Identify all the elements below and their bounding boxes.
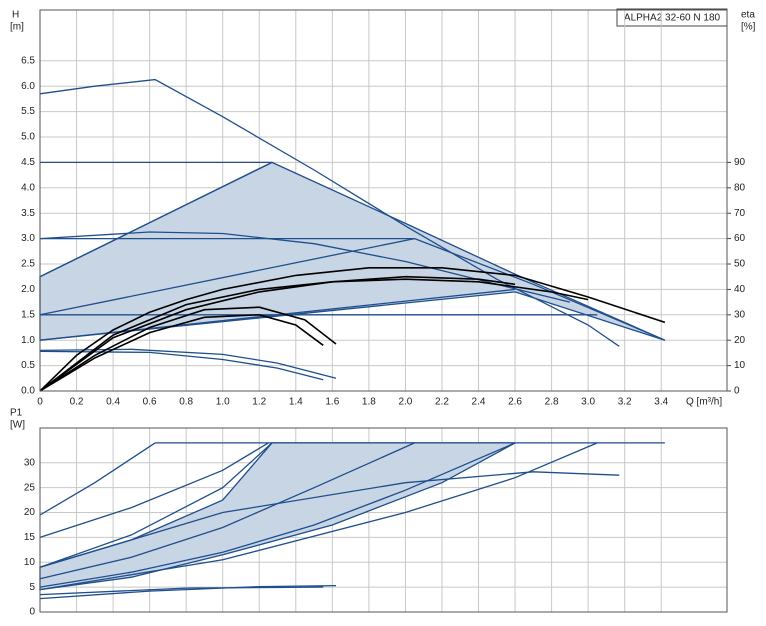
- curve: [39, 471, 620, 568]
- x-tick-label: 1.0: [216, 397, 230, 408]
- y-tick-label: 15: [24, 532, 36, 543]
- y-tick-label: 0.5: [21, 360, 35, 371]
- y2-unit: [%]: [741, 22, 756, 33]
- x-tick-label: 2.6: [508, 397, 522, 408]
- x-tick-label: 0.8: [179, 397, 193, 408]
- y-tick-label: 4.5: [21, 157, 35, 168]
- y-tick-label: 5: [29, 582, 35, 593]
- curve: [39, 586, 324, 596]
- y-unit: [m]: [10, 22, 24, 33]
- y-tick-label: 30: [24, 457, 36, 468]
- y2-tick-label: 0: [734, 386, 740, 397]
- x-label: Q [m³/h]: [686, 397, 722, 408]
- plot-frame: [39, 9, 728, 392]
- curve: [39, 267, 666, 392]
- y-tick-label: 6.5: [21, 55, 35, 66]
- x-tick-label: 0: [37, 397, 43, 408]
- y-tick-label: 3.0: [21, 233, 35, 244]
- curve: [39, 350, 324, 381]
- y-tick-label: 0.0: [21, 386, 35, 397]
- curve: [39, 78, 620, 347]
- x-tick-label: 1.8: [362, 397, 376, 408]
- curve: [39, 442, 156, 516]
- x-tick-label: 1.2: [252, 397, 266, 408]
- y2-label: eta: [741, 10, 755, 21]
- y-tick-label: 0: [29, 607, 35, 618]
- y-tick-label: 25: [24, 482, 36, 493]
- y2-tick-label: 30: [734, 309, 746, 320]
- y-tick-label: 1.5: [21, 309, 35, 320]
- y2-tick-label: 40: [734, 284, 746, 295]
- x-tick-label: 2.2: [435, 397, 449, 408]
- x-tick-label: 3.2: [618, 397, 632, 408]
- x-tick-label: 2.4: [472, 397, 486, 408]
- curve: [39, 442, 415, 580]
- area: [39, 442, 516, 591]
- y-tick-label: 3.5: [21, 208, 35, 219]
- plot: 0 0.2 0.4 0.6 0.8 1.0 1.2 1.4 1.6 1.8 2.0 2.2 2.4 2.6…: [21, 9, 746, 408]
- x-tick-label: 0.6: [143, 397, 157, 408]
- x-tick-label: 2.0: [398, 397, 412, 408]
- chart-title: ALPHA2 32-60 N 180: [624, 13, 721, 24]
- x-tick-label: 1.6: [325, 397, 339, 408]
- x-tick-label: 0.4: [106, 397, 120, 408]
- x-tick-label: 0.2: [70, 397, 84, 408]
- curve: [414, 237, 666, 341]
- y-tick-label: 2.5: [21, 259, 35, 270]
- curve: [39, 442, 273, 568]
- curve: [39, 442, 269, 539]
- y-tick-label: 5.5: [21, 106, 35, 117]
- curve: [39, 584, 337, 600]
- x-tick-label: 2.8: [545, 397, 559, 408]
- y-tick-label: 1.0: [21, 335, 35, 346]
- y2-tick-label: 20: [734, 335, 746, 346]
- y-unit: [W]: [10, 420, 25, 431]
- curve: [39, 442, 516, 588]
- y2-tick-label: 80: [734, 182, 746, 193]
- y-tick-label: 6.0: [21, 81, 35, 92]
- x-tick-label: 3.0: [581, 397, 595, 408]
- curve: [39, 348, 337, 379]
- y-label: H: [12, 10, 19, 21]
- x-tick-label: 3.4: [654, 397, 668, 408]
- y2-tick-label: 90: [734, 157, 746, 168]
- y-label: P1: [10, 408, 23, 419]
- y2-tick-label: 10: [734, 360, 746, 371]
- curve: [39, 161, 273, 278]
- curve: [39, 442, 598, 591]
- y2-tick-label: 50: [734, 259, 746, 270]
- y-tick-label: 20: [24, 507, 36, 518]
- y2-tick-label: 60: [734, 233, 746, 244]
- plot-frame: [39, 427, 728, 613]
- y-tick-label: 10: [24, 557, 36, 568]
- curve: [39, 306, 337, 392]
- y-tick-label: 5.0: [21, 132, 35, 143]
- y2-tick-label: 70: [734, 208, 746, 219]
- y-tick-label: 4.0: [21, 182, 35, 193]
- curve: [39, 275, 516, 392]
- x-tick-label: 1.4: [289, 397, 303, 408]
- plot: 0 5 10 15 20 25 30: [24, 427, 728, 618]
- y-tick-label: 2.0: [21, 284, 35, 295]
- curve: [39, 313, 324, 392]
